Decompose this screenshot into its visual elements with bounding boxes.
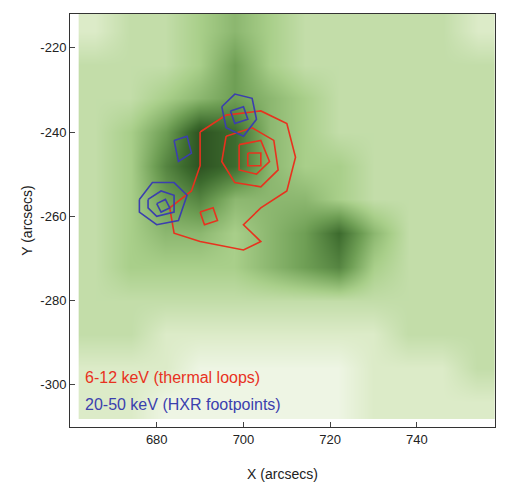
svg-text:20-50 keV (HXR footpoints): 20-50 keV (HXR footpoints) bbox=[85, 396, 281, 413]
svg-text:740: 740 bbox=[406, 432, 428, 447]
svg-text:700: 700 bbox=[233, 432, 255, 447]
svg-text:-220: -220 bbox=[40, 40, 66, 55]
svg-text:6-12 keV (thermal loops): 6-12 keV (thermal loops) bbox=[85, 369, 260, 386]
svg-text:-280: -280 bbox=[40, 293, 66, 308]
svg-text:-240: -240 bbox=[40, 125, 66, 140]
svg-text:680: 680 bbox=[146, 432, 168, 447]
svg-text:-300: -300 bbox=[40, 377, 66, 392]
svg-text:720: 720 bbox=[319, 432, 341, 447]
svg-text:-260: -260 bbox=[40, 209, 66, 224]
svg-text:X (arcsecs): X (arcsecs) bbox=[247, 466, 318, 482]
svg-text:Y (arcsecs): Y (arcsecs) bbox=[19, 185, 35, 256]
